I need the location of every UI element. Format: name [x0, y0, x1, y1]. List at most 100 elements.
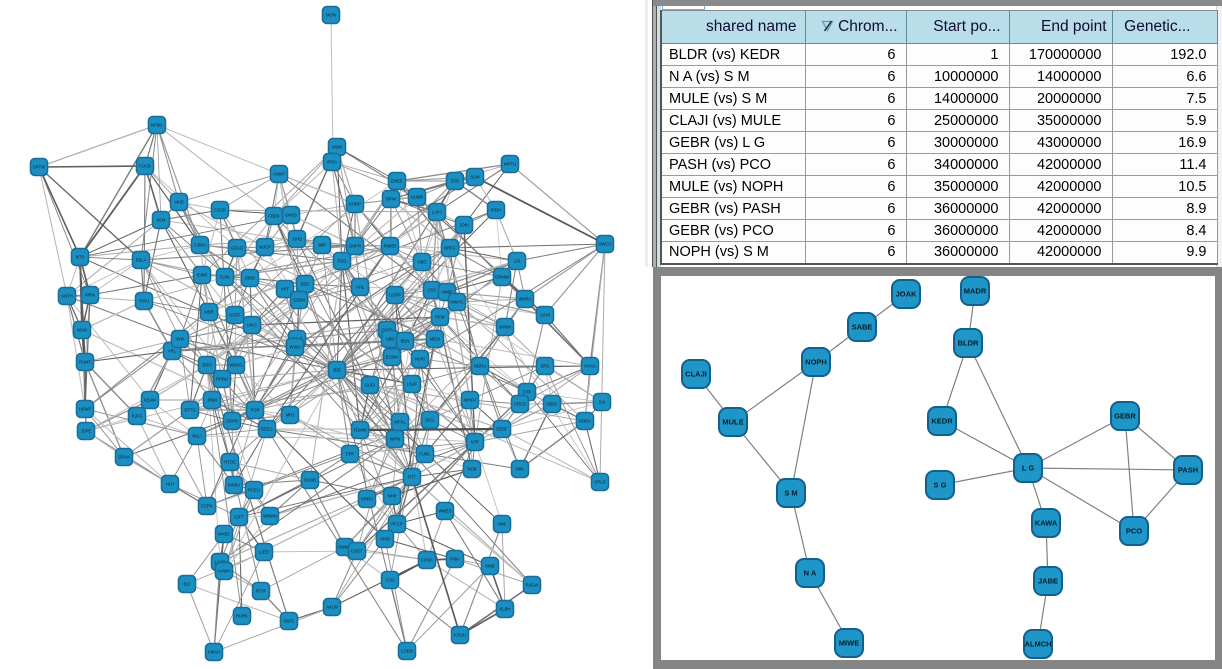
- svg-text:KAWA: KAWA: [1035, 519, 1058, 528]
- svg-text:LFIC: LFIC: [427, 288, 436, 293]
- svg-text:EDC: EDC: [301, 282, 310, 287]
- svg-text:FCPK: FCPK: [201, 504, 212, 509]
- svg-text:WISU: WISU: [290, 345, 301, 350]
- svg-text:NPML: NPML: [151, 123, 163, 128]
- svg-text:BJJ: BJJ: [184, 582, 191, 587]
- svg-text:AMBF: AMBF: [441, 290, 453, 295]
- svg-text:CLAJI: CLAJI: [685, 370, 707, 379]
- svg-text:L G: L G: [1022, 464, 1035, 473]
- svg-text:BTTG: BTTG: [184, 408, 195, 413]
- svg-text:UICL: UICL: [425, 418, 435, 423]
- svg-text:MON: MON: [326, 13, 336, 18]
- svg-text:EKPL: EKPL: [284, 619, 295, 624]
- svg-text:NTOE: NTOE: [224, 460, 236, 465]
- svg-text:GDAG: GDAG: [231, 246, 243, 251]
- svg-text:PGR: PGR: [250, 408, 259, 413]
- svg-text:GUGI: GUGI: [365, 383, 376, 388]
- svg-text:CSCK: CSCK: [214, 208, 226, 213]
- svg-text:GNSS: GNSS: [285, 213, 297, 218]
- svg-text:GEBN: GEBN: [293, 298, 305, 303]
- svg-text:WWJG: WWJG: [229, 363, 242, 368]
- svg-text:IHIT: IHIT: [281, 287, 289, 292]
- svg-text:OBDF: OBDF: [546, 402, 558, 407]
- svg-text:IMPN: IMPN: [390, 437, 400, 442]
- svg-text:THPJ: THPJ: [139, 299, 149, 304]
- svg-text:FBDK: FBDK: [268, 214, 279, 219]
- svg-text:MADR: MADR: [964, 287, 987, 296]
- svg-text:IWK: IWK: [516, 467, 524, 472]
- svg-text:FGG: FGG: [337, 259, 346, 264]
- svg-text:SNTH: SNTH: [61, 294, 72, 299]
- svg-text:FUML: FUML: [419, 452, 431, 457]
- svg-text:RJFS: RJFS: [132, 414, 143, 419]
- svg-text:JLK: JLK: [598, 400, 605, 405]
- svg-text:UIKC: UIKC: [247, 323, 257, 328]
- svg-text:S M: S M: [784, 489, 797, 498]
- svg-text:JJHD: JJHD: [292, 237, 302, 242]
- svg-text:WMES: WMES: [438, 509, 451, 514]
- svg-text:MNB: MNB: [485, 564, 495, 569]
- svg-text:NOPH: NOPH: [805, 358, 827, 367]
- svg-text:NDRI: NDRI: [415, 357, 425, 362]
- svg-text:ORMW: ORMW: [495, 275, 509, 280]
- svg-text:DDBA: DDBA: [579, 419, 591, 424]
- svg-text:WFKL: WFKL: [394, 420, 406, 425]
- svg-text:RURK: RURK: [236, 614, 248, 619]
- svg-text:PCEU: PCEU: [248, 488, 260, 493]
- svg-text:KRRU: KRRU: [361, 497, 373, 502]
- svg-text:PCO: PCO: [1126, 527, 1142, 536]
- svg-text:BLDR: BLDR: [958, 339, 979, 348]
- svg-text:LAKJ: LAKJ: [432, 210, 442, 215]
- svg-text:HSWP: HSWP: [79, 407, 92, 412]
- svg-text:WNMN: WNMN: [263, 514, 277, 519]
- svg-text:DTD: DTD: [451, 179, 460, 184]
- svg-text:JABE: JABE: [1038, 577, 1058, 586]
- svg-text:WPTU: WPTU: [504, 162, 516, 167]
- svg-text:KSUU: KSUU: [454, 633, 466, 638]
- svg-text:HBO: HBO: [417, 260, 427, 265]
- svg-text:HWHG: HWHG: [450, 300, 463, 305]
- svg-text:PFCP: PFCP: [391, 522, 402, 527]
- svg-text:BEEG: BEEG: [261, 427, 273, 432]
- svg-text:ALMCH: ALMCH: [1024, 640, 1051, 649]
- svg-text:JDD: JDD: [333, 368, 341, 373]
- svg-text:JDPE: JDPE: [81, 429, 92, 434]
- svg-text:JMP: JMP: [318, 243, 327, 248]
- svg-text:KHAA: KHAA: [584, 364, 596, 369]
- svg-text:RHBU: RHBU: [216, 377, 228, 382]
- svg-text:AWF: AWF: [497, 522, 507, 527]
- svg-text:HKIB: HKIB: [380, 537, 390, 542]
- svg-text:FDMM: FDMM: [354, 428, 367, 433]
- svg-text:SPG: SPG: [541, 364, 550, 369]
- svg-text:EPP: EPP: [346, 452, 355, 457]
- svg-text:UBD: UBD: [386, 337, 395, 342]
- svg-text:DOFF: DOFF: [229, 313, 241, 318]
- svg-text:MBR: MBR: [204, 310, 213, 315]
- svg-text:DLWB: DLWB: [304, 478, 316, 483]
- svg-text:CPOK: CPOK: [421, 558, 433, 563]
- svg-text:PASH: PASH: [1178, 466, 1198, 475]
- svg-text:JINM: JINM: [207, 398, 217, 403]
- svg-text:MRN: MRN: [85, 293, 95, 298]
- svg-text:DEBF: DEBF: [496, 427, 508, 432]
- svg-text:NTP: NTP: [471, 440, 480, 445]
- svg-text:WJCP: WJCP: [259, 245, 271, 250]
- svg-text:KHBP: KHBP: [349, 202, 361, 207]
- svg-text:AHL: AHL: [356, 285, 365, 290]
- svg-text:LGI: LGI: [514, 259, 521, 264]
- svg-text:DTP: DTP: [523, 390, 532, 395]
- svg-text:ARL: ARL: [168, 349, 177, 354]
- svg-text:KEAW: KEAW: [144, 398, 156, 403]
- svg-text:EGWA: EGWA: [386, 355, 399, 360]
- svg-text:JOAK: JOAK: [896, 290, 917, 299]
- svg-text:IROA: IROA: [327, 160, 337, 165]
- svg-text:SWMM: SWMM: [338, 545, 352, 550]
- svg-text:IGFT: IGFT: [234, 515, 244, 520]
- svg-text:PWA: PWA: [450, 557, 460, 562]
- svg-text:NHP: NHP: [388, 494, 397, 499]
- svg-text:ANWF: ANWF: [273, 172, 286, 177]
- svg-text:FLML: FLML: [220, 275, 231, 280]
- svg-text:EBLA: EBLA: [136, 258, 147, 263]
- svg-text:AKID: AKID: [174, 200, 184, 205]
- svg-text:DPTW: DPTW: [33, 165, 45, 170]
